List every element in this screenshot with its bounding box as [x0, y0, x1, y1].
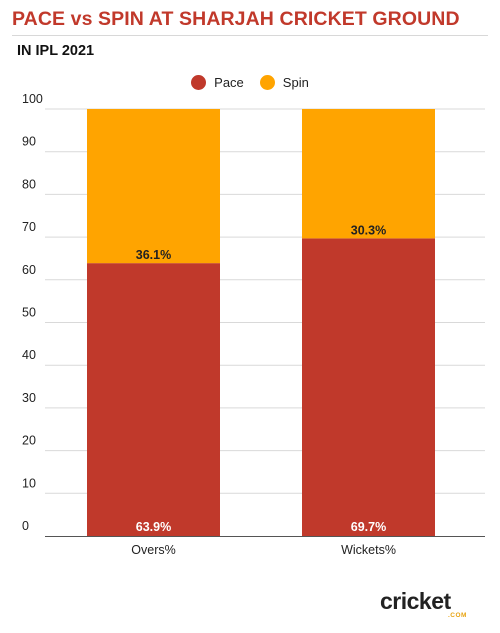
logo-wordmark: cricket — [380, 588, 451, 614]
bar-spin-wickets — [302, 109, 435, 239]
x-tick-label: Overs% — [131, 543, 175, 557]
data-label-spin: 30.3% — [351, 223, 386, 237]
legend-swatch-pace — [191, 75, 207, 90]
y-tick-label: 20 — [22, 434, 36, 448]
legend-item-spin: Spin — [259, 75, 309, 90]
y-tick-label: 30 — [22, 391, 36, 405]
legend-label-spin: Spin — [282, 75, 309, 90]
y-tick-label: 50 — [22, 306, 36, 320]
legend-label-pace: Pace — [214, 75, 244, 90]
data-label-pace: 69.7% — [351, 520, 386, 534]
y-tick-label: 100 — [22, 92, 43, 106]
title-divider — [12, 35, 488, 36]
y-tick-label: 10 — [22, 476, 36, 490]
legend-item-pace: Pace — [191, 75, 244, 90]
y-tick-label: 90 — [22, 135, 36, 149]
y-tick-label: 70 — [22, 220, 36, 234]
legend-swatch-spin — [259, 75, 275, 90]
cricket-logo: cricket .COM — [380, 588, 466, 619]
bar-pace-wickets — [302, 238, 435, 537]
legend: Pace Spin — [0, 75, 500, 90]
chart-title: PACE vs SPIN AT SHARJAH CRICKET GROUND — [12, 8, 460, 30]
y-tick-label: 40 — [22, 348, 36, 362]
y-tick-label: 80 — [22, 177, 36, 191]
y-tick-label: 0 — [22, 519, 29, 533]
bar-pace-overs — [87, 263, 220, 536]
x-tick-label: Wickets% — [341, 543, 396, 557]
y-tick-label: 60 — [22, 263, 36, 277]
bar-spin-overs — [87, 109, 220, 264]
data-label-pace: 63.9% — [136, 520, 171, 534]
logo-suffix: .COM — [448, 612, 467, 619]
data-label-spin: 36.1% — [136, 248, 171, 262]
chart-subtitle: IN IPL 2021 — [17, 43, 95, 59]
